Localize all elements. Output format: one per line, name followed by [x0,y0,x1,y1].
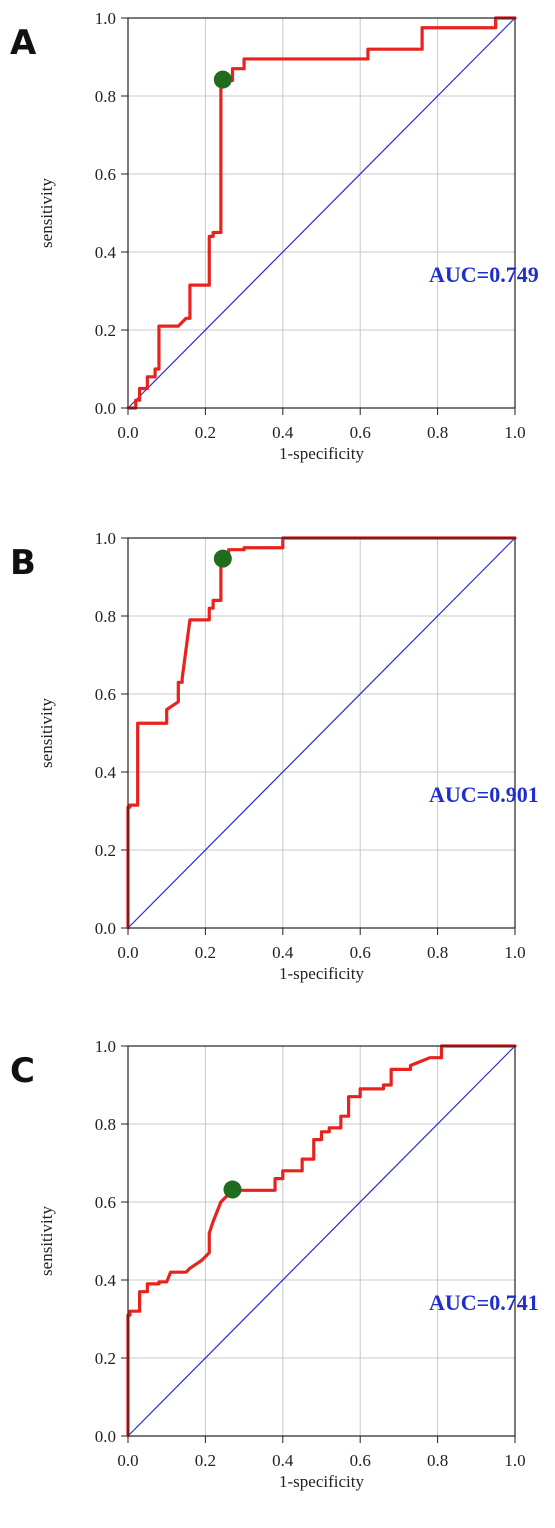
y-tick-label-0: 0.0 [95,399,116,418]
x-tick-label-3: 0.6 [350,943,371,962]
y-tick-label-2: 0.4 [95,763,117,782]
y-tick-label-1: 0.2 [95,321,116,340]
plot-frame [127,1045,516,1437]
x-tick-label-5: 1.0 [504,1451,525,1470]
x-tick-label-0: 0.0 [117,943,138,962]
panel-label: B [10,543,36,583]
roc-chart-panel-a: 0.0 0.2 0.4 0.6 0.8 1.0 0.0 0.2 0.4 0.6 0.8 1.0 1-sp… [0,0,555,500]
y-tick-label-2: 0.4 [95,243,117,262]
roc-curve [126,1044,517,1438]
y-tick-label-2: 0.4 [95,1271,117,1290]
plot-frame [127,17,516,409]
optimal-cutoff-point [223,1180,242,1199]
x-tick-label-5: 1.0 [504,943,525,962]
x-tick-label-4: 0.8 [427,943,448,962]
reference-line [127,537,516,929]
x-tick-label-1: 0.2 [195,943,216,962]
y-axis-title: sensitivity [37,698,56,768]
auc-annotation: AUC=0.749 [429,262,539,287]
roc-chart-c: 0.0 0.2 0.4 0.6 0.8 1.0 0.0 0.2 0.4 0.6 0.8 1.0 1-sp… [10,1037,539,1491]
y-tick-label-3: 0.6 [95,165,116,184]
auc-annotation: AUC=0.901 [429,782,539,807]
x-tick-label-2: 0.4 [272,423,294,442]
roc-chart-b: 0.0 0.2 0.4 0.6 0.8 1.0 0.0 0.2 0.4 0.6 0.8 1.0 1-sp… [10,529,539,983]
y-axis-title: sensitivity [37,1206,56,1276]
x-tick-label-3: 0.6 [350,1451,371,1470]
y-tick-label-5: 1.0 [95,1037,116,1056]
auc-annotation: AUC=0.741 [429,1290,539,1315]
x-tick-label-1: 0.2 [195,423,216,442]
x-tick-label-4: 0.8 [427,1451,448,1470]
x-tick-label-4: 0.8 [427,423,448,442]
optimal-cutoff-point [213,549,232,568]
y-tick-label-4: 0.8 [95,1115,116,1134]
x-axis-title: 1-specificity [279,444,364,463]
x-tick-label-0: 0.0 [117,423,138,442]
x-tick-label-5: 1.0 [504,423,525,442]
x-tick-label-2: 0.4 [272,1451,294,1470]
y-tick-label-5: 1.0 [95,529,116,548]
y-tick-label-4: 0.8 [95,87,116,106]
x-tick-label-0: 0.0 [117,1451,138,1470]
y-axis-title: sensitivity [37,178,56,248]
plot-frame [127,537,516,929]
roc-chart-a: 0.0 0.2 0.4 0.6 0.8 1.0 0.0 0.2 0.4 0.6 0.8 1.0 1-sp… [10,9,539,463]
y-tick-label-3: 0.6 [95,1193,116,1212]
optimal-cutoff-point [213,70,232,89]
reference-line [127,1045,516,1437]
x-tick-label-2: 0.4 [272,943,294,962]
roc-curve [126,16,517,410]
y-tick-label-0: 0.0 [95,919,116,938]
roc-curve [126,536,517,930]
x-axis-title: 1-specificity [279,1472,364,1491]
y-tick-label-0: 0.0 [95,1427,116,1446]
panel-label: A [10,23,37,63]
roc-chart-panel-c: 0.0 0.2 0.4 0.6 0.8 1.0 0.0 0.2 0.4 0.6 0.8 1.0 1-sp… [0,1028,555,1528]
y-tick-label-1: 0.2 [95,1349,116,1368]
x-tick-label-3: 0.6 [350,423,371,442]
roc-chart-panel-b: 0.0 0.2 0.4 0.6 0.8 1.0 0.0 0.2 0.4 0.6 0.8 1.0 1-sp… [0,520,555,1020]
y-tick-label-4: 0.8 [95,607,116,626]
x-tick-label-1: 0.2 [195,1451,216,1470]
y-tick-label-1: 0.2 [95,841,116,860]
y-tick-label-5: 1.0 [95,9,116,28]
y-tick-label-3: 0.6 [95,685,116,704]
x-axis-title: 1-specificity [279,964,364,983]
panel-label: C [10,1051,35,1091]
reference-line [127,17,516,409]
